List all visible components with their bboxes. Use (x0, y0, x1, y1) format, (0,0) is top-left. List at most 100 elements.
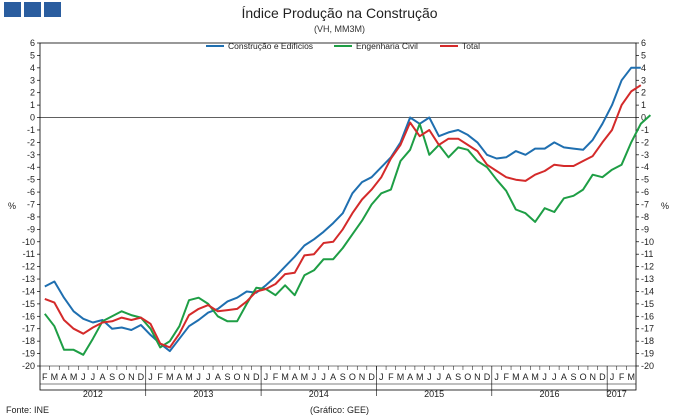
y-tick-label-left: -4 (27, 162, 35, 172)
x-year-label: 2015 (424, 389, 444, 399)
x-month-label: J (610, 372, 615, 382)
x-month-label: A (61, 372, 67, 382)
chart-title: Índice Produção na Construção (241, 5, 438, 21)
legend-label-total: Total (462, 41, 480, 51)
x-year-label: 2012 (83, 389, 103, 399)
y-tick-label-right: -14 (641, 286, 654, 296)
y-tick-label-left: 2 (30, 88, 35, 98)
y-tick-label-right: -17 (641, 324, 654, 334)
y-tick-label-left: -16 (22, 311, 35, 321)
x-month-label: S (571, 372, 577, 382)
x-year-label: 2016 (539, 389, 559, 399)
logo-square (4, 2, 21, 17)
y-tick-label-left: -19 (22, 349, 35, 359)
y-tick-label-left: 1 (30, 100, 35, 110)
y-tick-label-right: -13 (641, 274, 654, 284)
x-month-label: M (185, 372, 193, 382)
x-month-label: J (264, 372, 269, 382)
y-tick-label-left: -13 (22, 274, 35, 284)
y-tick-label-left: -1 (27, 125, 35, 135)
legend-label-engenharia-civil: Engenharia Civil (356, 41, 418, 51)
x-month-label: A (99, 372, 105, 382)
legend-label-construcao-edificios: Construção e Edifícios (228, 41, 313, 51)
y-tick-label-right: -5 (641, 175, 649, 185)
y-tick-label-left: -8 (27, 212, 35, 222)
y-tick-label-left: 4 (30, 63, 35, 73)
x-month-label: O (580, 372, 587, 382)
x-month-label: A (446, 372, 452, 382)
x-month-label: M (627, 372, 635, 382)
x-month-label: N (243, 372, 250, 382)
x-month-label: J (552, 372, 557, 382)
y-tick-label-left: 6 (30, 38, 35, 48)
x-month-label: A (561, 372, 567, 382)
y-tick-label-right: -2 (641, 137, 649, 147)
y-tick-label-right: -8 (641, 212, 649, 222)
x-month-label: J (542, 372, 547, 382)
x-month-label: M (51, 372, 59, 382)
x-month-label: D (599, 372, 606, 382)
y-tick-label-right: 6 (641, 38, 646, 48)
x-month-label: J (312, 372, 317, 382)
y-tick-label-right: -19 (641, 349, 654, 359)
y-axis-label-left: % (8, 201, 16, 211)
y-tick-label-right: -4 (641, 162, 649, 172)
y-tick-label-left: -9 (27, 224, 35, 234)
x-month-label: A (215, 372, 221, 382)
x-month-label: M (397, 372, 405, 382)
x-month-label: D (484, 372, 491, 382)
y-tick-label-right: -1 (641, 125, 649, 135)
y-tick-label-right: 4 (641, 63, 646, 73)
x-month-label: F (273, 372, 279, 382)
y-tick-label-left: -12 (22, 262, 35, 272)
y-tick-label-right: 2 (641, 88, 646, 98)
x-month-label: S (455, 372, 461, 382)
y-tick-label-left: 3 (30, 75, 35, 85)
y-tick-label-left: -6 (27, 187, 35, 197)
y-tick-label-left: -5 (27, 175, 35, 185)
y-axis-label-right: % (661, 201, 669, 211)
y-tick-label-right: -7 (641, 200, 649, 210)
x-month-label: J (379, 372, 384, 382)
y-tick-label-right: -20 (641, 361, 654, 371)
y-tick-label-left: 0 (30, 113, 35, 123)
brand-logo (4, 2, 61, 17)
x-month-label: M (512, 372, 520, 382)
y-tick-label-left: -11 (23, 249, 35, 259)
logo-square (24, 2, 41, 17)
x-month-label: M (70, 372, 78, 382)
x-month-label: D (253, 372, 260, 382)
x-month-label: F (388, 372, 394, 382)
x-month-label: M (531, 372, 539, 382)
x-month-label: J (81, 372, 86, 382)
y-tick-label-right: -11 (641, 249, 653, 259)
x-month-label: D (368, 372, 375, 382)
x-month-label: S (109, 372, 115, 382)
x-year-label: 2013 (193, 389, 213, 399)
y-tick-label-right: 3 (641, 75, 646, 85)
x-month-label: A (522, 372, 528, 382)
x-month-label: M (301, 372, 309, 382)
x-month-label: J (321, 372, 326, 382)
chart-credit: (Gráfico: GEE) (310, 405, 370, 415)
y-tick-label-right: 0 (641, 113, 646, 123)
x-month-label: O (118, 372, 125, 382)
x-month-label: J (91, 372, 96, 382)
x-month-label: N (359, 372, 366, 382)
x-year-label: 2014 (309, 389, 329, 399)
y-tick-label-right: 5 (641, 50, 646, 60)
y-tick-label-right: -10 (641, 237, 654, 247)
x-month-label: S (340, 372, 346, 382)
x-year-label: 2017 (607, 389, 627, 399)
x-month-label: N (474, 372, 481, 382)
x-month-label: J (427, 372, 432, 382)
y-tick-label-left: -3 (27, 150, 35, 160)
x-month-label: A (330, 372, 336, 382)
y-tick-label-right: 1 (641, 100, 646, 110)
x-month-label: A (176, 372, 182, 382)
y-tick-label-left: -18 (22, 336, 35, 346)
x-month-label: F (503, 372, 509, 382)
y-tick-label-left: 5 (30, 50, 35, 60)
y-tick-label-left: -20 (22, 361, 35, 371)
x-month-label: F (619, 372, 625, 382)
